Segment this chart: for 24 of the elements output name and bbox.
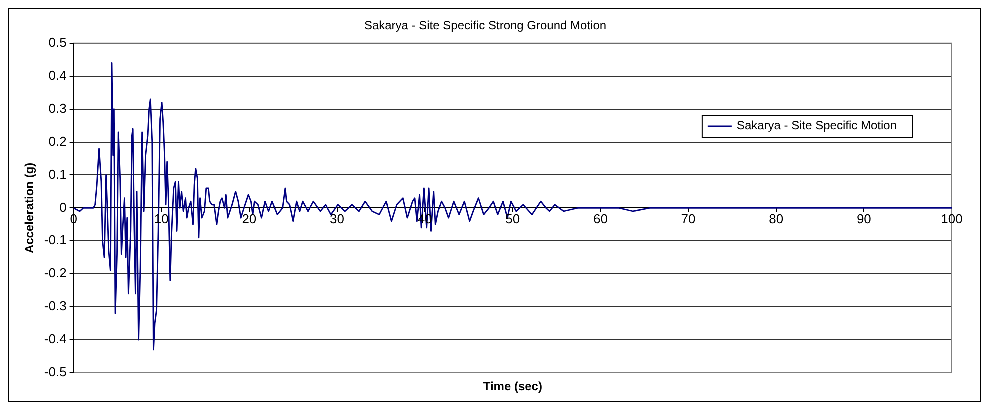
y-tick-label: 0.4 [48, 68, 67, 83]
y-tick-label: -0.5 [44, 364, 67, 380]
x-tick-label: 40 [418, 211, 432, 226]
x-tick-label: 80 [769, 211, 784, 226]
y-tick-label: 0.3 [48, 100, 67, 116]
y-axis-title: Acceleration (g) [22, 162, 37, 254]
y-tick-label: 0.5 [48, 34, 67, 50]
y-tick-label: 0 [60, 200, 67, 215]
x-tick-label: 100 [941, 211, 963, 226]
x-tick-label: 60 [593, 211, 608, 226]
y-tick-label: 0.2 [48, 134, 67, 149]
y-tick-label: -0.3 [44, 298, 67, 314]
x-tick-label: 90 [856, 211, 872, 226]
legend-label: Sakarya - Site Specific Motion [736, 118, 898, 133]
y-tick-label: -0.4 [44, 332, 67, 347]
x-tick-label: 50 [506, 211, 520, 226]
x-tick-label: 70 [681, 211, 696, 226]
chart-title: Sakarya - Site Specific Strong Ground Motion [364, 18, 607, 33]
x-tick-label: 20 [242, 211, 257, 226]
y-tick-label: -0.2 [44, 266, 67, 281]
x-tick-label: 30 [330, 211, 344, 226]
y-tick-label: 0.1 [48, 166, 67, 182]
x-axis-title: Time (sec) [483, 379, 542, 394]
y-tick-label: -0.1 [44, 232, 67, 248]
